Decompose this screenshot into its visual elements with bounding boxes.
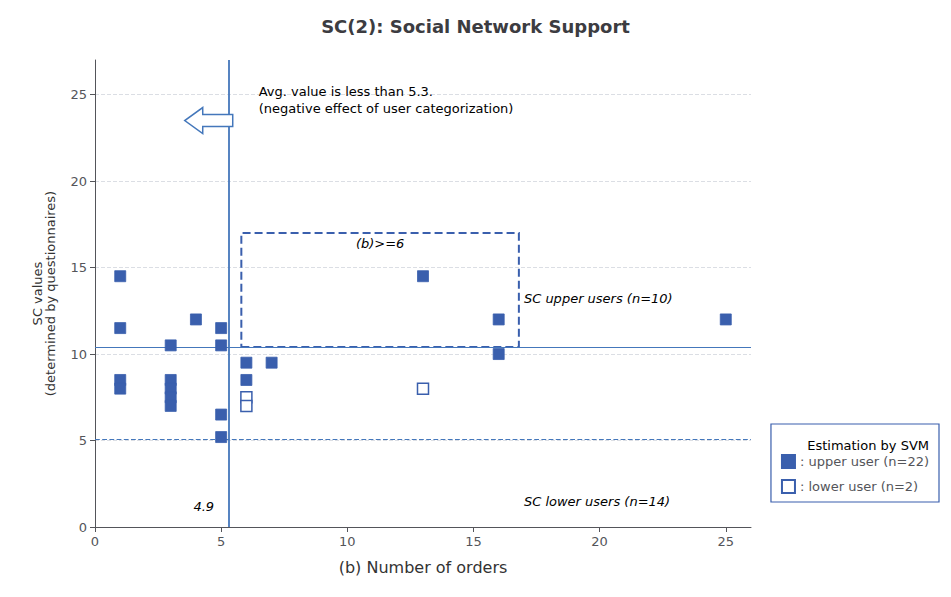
svg-text:SC values: SC values bbox=[30, 261, 45, 326]
svg-text:SC lower users (n=14): SC lower users (n=14) bbox=[524, 494, 670, 509]
svg-text:(b) Number of orders: (b) Number of orders bbox=[339, 558, 508, 577]
svg-text:SC(2): Social Network Support: SC(2): Social Network Support bbox=[321, 16, 630, 37]
svg-text:0: 0 bbox=[79, 520, 87, 535]
svg-text:0: 0 bbox=[91, 534, 99, 549]
svg-text:25: 25 bbox=[717, 534, 734, 549]
svg-text:10: 10 bbox=[70, 347, 87, 362]
svg-text:25: 25 bbox=[70, 87, 87, 102]
svg-text:SC upper users (n=10): SC upper users (n=10) bbox=[524, 291, 673, 306]
svg-text:5: 5 bbox=[217, 534, 225, 549]
svg-text:Avg. value is less than 5.3.: Avg. value is less than 5.3. bbox=[259, 84, 433, 99]
svg-text:: lower user (n=2): : lower user (n=2) bbox=[800, 479, 918, 494]
svg-text:15: 15 bbox=[465, 534, 482, 549]
svg-text:20: 20 bbox=[70, 174, 87, 189]
svg-text:4.9: 4.9 bbox=[193, 499, 214, 514]
svg-text:10: 10 bbox=[339, 534, 356, 549]
svg-text:: upper user (n=22): : upper user (n=22) bbox=[800, 454, 929, 469]
svg-text:(negative effect of user categ: (negative effect of user categorization) bbox=[259, 101, 514, 116]
svg-text:(b)>=6: (b)>=6 bbox=[356, 236, 404, 251]
svg-text:15: 15 bbox=[70, 260, 87, 275]
svg-text:20: 20 bbox=[591, 534, 608, 549]
svg-text:Estimation by SVM: Estimation by SVM bbox=[807, 438, 929, 453]
svg-text:5: 5 bbox=[79, 433, 87, 448]
svg-text:(determined by questionnaires): (determined by questionnaires) bbox=[43, 191, 58, 396]
